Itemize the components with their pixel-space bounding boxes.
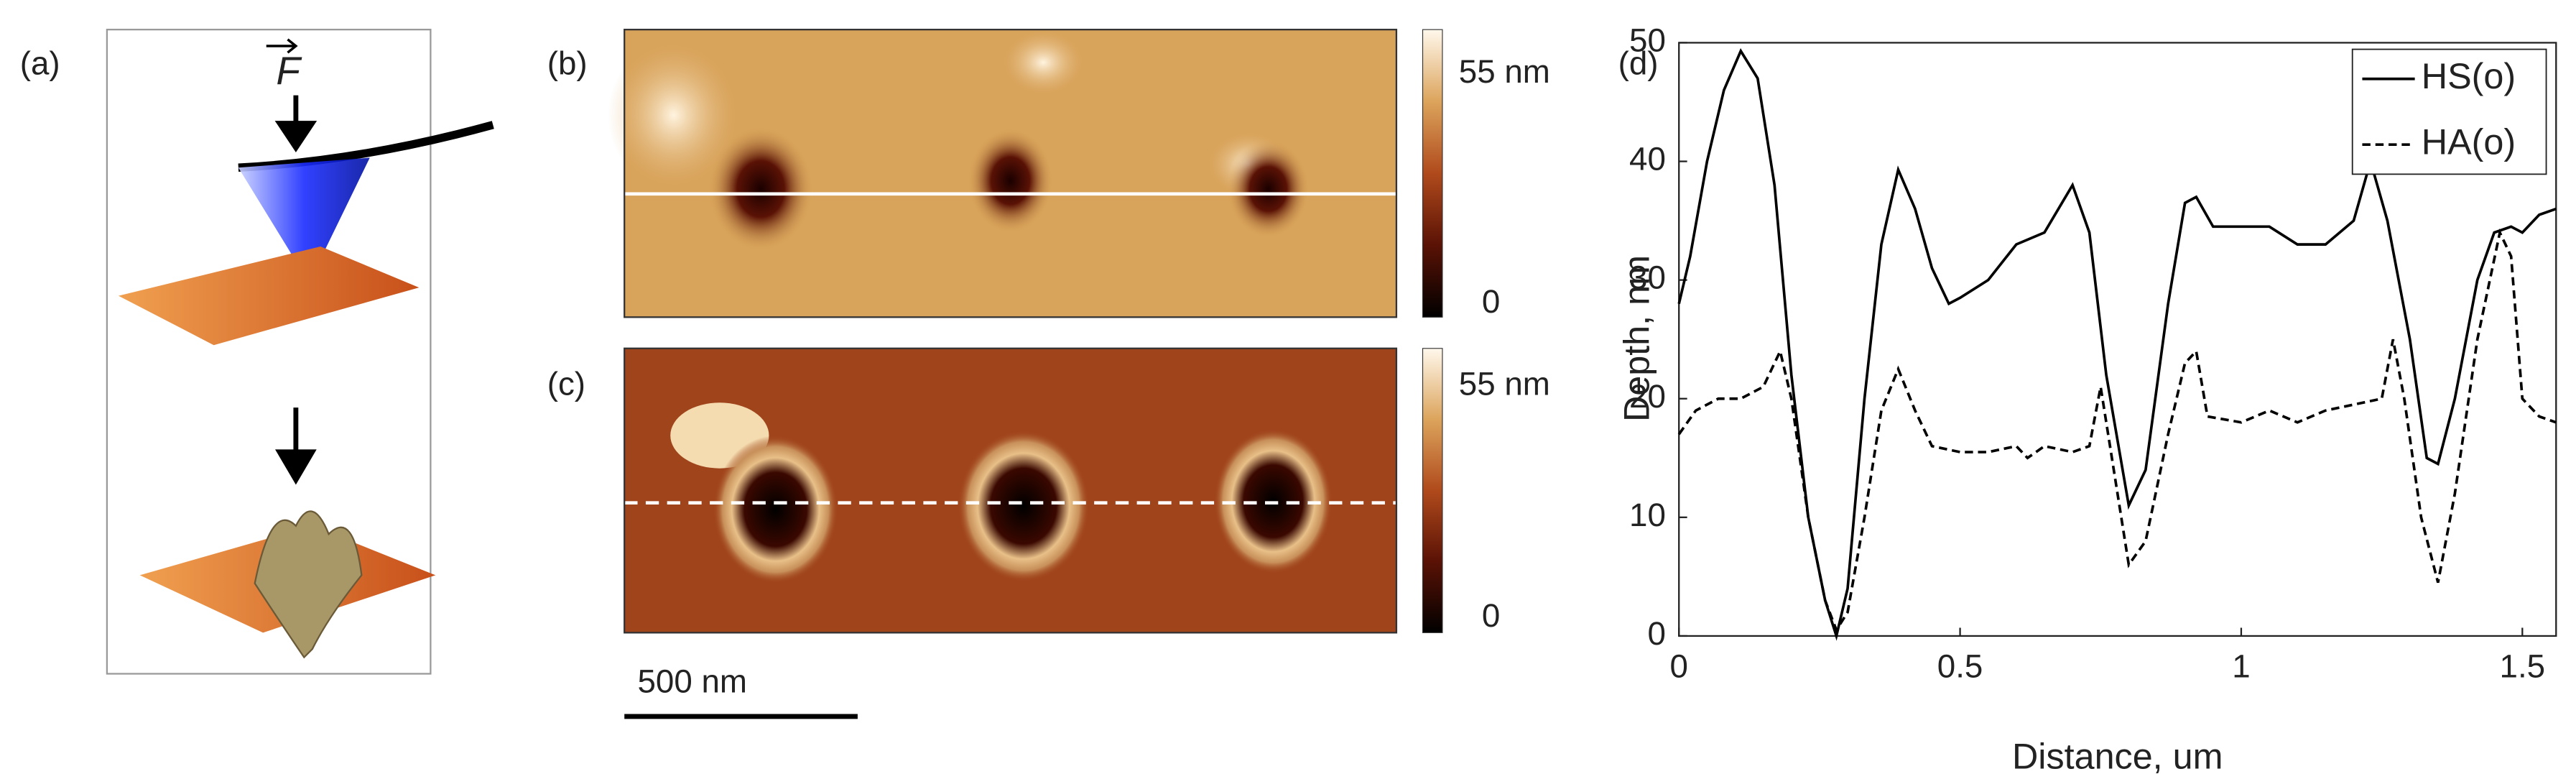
image-frame — [624, 347, 1398, 634]
y-tick-label: 20 — [1629, 378, 1666, 415]
image-frame — [624, 29, 1398, 318]
data-line — [1677, 228, 2557, 633]
indent — [958, 430, 1090, 582]
force-label: F — [276, 48, 302, 93]
line-chart: (d) Distance, um Depth, nm 0 10 20 30 40 50 0 0… — [1616, 22, 2557, 774]
panel-label: (b) — [547, 45, 588, 82]
process-arrow — [275, 407, 317, 485]
x-tick-label: 1.5 — [2500, 648, 2546, 685]
y-tick-label: 50 — [1629, 22, 1666, 59]
panel-label: (c) — [547, 365, 585, 402]
x-tick-label: 0.5 — [1937, 648, 1983, 685]
indent — [713, 435, 838, 584]
data-line — [1677, 48, 2557, 641]
legend-label: HA(o) — [2422, 121, 2516, 162]
force-arrow — [274, 95, 318, 152]
legend-box — [2351, 48, 2547, 175]
tip — [238, 157, 370, 283]
colorbar-label: 0 — [1482, 283, 1500, 320]
y-axis-label: Depth, nm — [1616, 255, 1657, 422]
colorbar-label: 55 nm — [1459, 53, 1550, 90]
x-axis-label: Distance, um — [2012, 736, 2223, 774]
plot-frame — [1678, 42, 2557, 637]
y-tick-label: 30 — [1629, 259, 1666, 296]
panel-label: (a) — [20, 45, 60, 82]
y-tick-label: 0 — [1647, 615, 1665, 652]
pile-up — [254, 510, 363, 659]
indent — [1227, 139, 1310, 239]
panel-label: (d) — [1618, 45, 1659, 82]
surface — [118, 246, 420, 346]
colorbar-label: 0 — [1482, 597, 1500, 634]
vector-arrow — [266, 38, 298, 54]
indent — [968, 128, 1054, 234]
x-tick-label: 0 — [1669, 648, 1687, 685]
feature — [1002, 29, 1085, 96]
colorbar-label: 55 nm — [1459, 365, 1550, 402]
y-tick-label: 10 — [1629, 497, 1666, 533]
x-tick-label: 1 — [2232, 648, 2250, 685]
indent — [708, 126, 814, 252]
scale-bar-label: 500 nm — [637, 663, 747, 699]
colorbar — [1422, 29, 1443, 318]
feature — [608, 41, 740, 189]
panel-frame — [106, 29, 432, 675]
colorbar — [1422, 348, 1443, 633]
legend-label: HS(o) — [2422, 55, 2516, 96]
y-tick-label: 40 — [1629, 141, 1666, 178]
